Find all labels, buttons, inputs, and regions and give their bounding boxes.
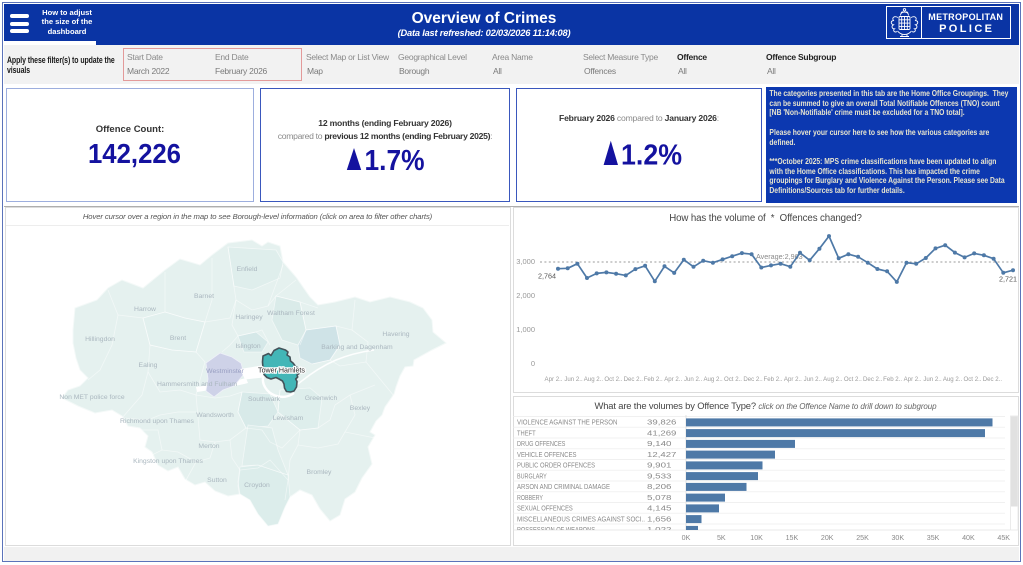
svg-text:Apr 2..: Apr 2.. [545,376,563,383]
svg-text:Merton: Merton [198,443,219,450]
svg-text:2,000: 2,000 [516,291,535,300]
svg-text:Feb 2..: Feb 2.. [764,376,783,383]
svg-text:20K: 20K [821,534,834,542]
svg-text:PUBLIC ORDER OFFENCES: PUBLIC ORDER OFFENCES [517,461,595,470]
svg-text:1,000: 1,000 [516,325,535,334]
svg-text:39,826: 39,826 [647,418,676,427]
svg-text:9,533: 9,533 [647,471,672,480]
svg-text:Harrow: Harrow [134,306,156,313]
svg-text:Feb 2..: Feb 2.. [644,376,663,383]
svg-text:Average:2,963: Average:2,963 [756,252,803,261]
svg-text:Apr 2..: Apr 2.. [664,376,682,383]
svg-text:Islington: Islington [235,343,261,350]
svg-text:Oct 2..: Oct 2.. [844,376,862,383]
svg-text:Westminster: Westminster [206,368,244,375]
svg-text:DRUG OFFENCES: DRUG OFFENCES [517,439,565,448]
svg-text:Barnet: Barnet [194,293,214,300]
svg-text:Barking and Dagenham: Barking and Dagenham [321,344,393,351]
svg-text:Waltham Forest: Waltham Forest [267,310,315,317]
svg-text:Jun 2..: Jun 2.. [684,376,703,383]
svg-text:1,022: 1,022 [647,525,672,534]
svg-text:12,427: 12,427 [647,450,676,459]
svg-text:Greenwich: Greenwich [305,395,338,402]
svg-text:POSSESSION OF WEAPONS: POSSESSION OF WEAPONS [517,525,595,534]
svg-text:Ealing: Ealing [139,362,158,369]
svg-text:4,145: 4,145 [647,504,672,513]
svg-text:Brent: Brent [170,335,186,342]
svg-text:40K: 40K [962,534,975,542]
svg-text:142,226: 142,226 [88,138,181,169]
svg-text:Tower Hamlets: Tower Hamlets [258,367,305,375]
svg-text:VEHICLE OFFENCES: VEHICLE OFFENCES [517,450,577,459]
svg-text:25K: 25K [856,534,869,542]
svg-text:Croydon: Croydon [244,482,270,489]
svg-text:Havering: Havering [382,331,409,338]
svg-text:Haringey: Haringey [235,314,263,321]
svg-text:3,000: 3,000 [516,257,535,266]
svg-text:Bromley: Bromley [307,469,333,476]
svg-text:Apr 2..: Apr 2.. [904,376,922,383]
svg-text:9,901: 9,901 [647,461,672,470]
svg-text:Aug 2..: Aug 2.. [703,376,723,383]
svg-text:Hillingdon: Hillingdon [85,336,115,343]
svg-text:Oct 2..: Oct 2.. [724,376,742,383]
svg-text:MISCELLANEOUS CRIMES AGAINST S: MISCELLANEOUS CRIMES AGAINST SOCI.. [517,514,645,523]
svg-text:Oct 2..: Oct 2.. [964,376,982,383]
svg-text:Non MET police force: Non MET police force [59,394,124,401]
svg-text:Feb 2..: Feb 2.. [883,376,902,383]
svg-text:5K: 5K [717,534,726,542]
svg-text:THEFT: THEFT [517,428,536,437]
svg-text:Oct 2..: Oct 2.. [604,376,622,383]
svg-text:9,140: 9,140 [647,439,672,448]
svg-text:SEXUAL OFFENCES: SEXUAL OFFENCES [517,504,573,513]
svg-text:Aug 2..: Aug 2.. [584,376,604,383]
svg-text:5,078: 5,078 [647,493,672,502]
svg-text:15K: 15K [786,534,799,542]
svg-text:ARSON AND CRIMINAL DAMAGE: ARSON AND CRIMINAL DAMAGE [517,482,610,491]
svg-text:Dec 2..: Dec 2.. [983,376,1003,383]
svg-text:1,656: 1,656 [647,514,672,523]
svg-text:10K: 10K [750,534,763,542]
svg-text:30K: 30K [891,534,904,542]
svg-text:Wandsworth: Wandsworth [196,412,234,419]
svg-text:Apr 2..: Apr 2.. [784,376,802,383]
svg-text:Lewisham: Lewisham [273,415,304,422]
svg-text:Southwark: Southwark [248,396,281,403]
svg-text:Aug 2..: Aug 2.. [823,376,843,383]
svg-text:VIOLENCE AGAINST THE PERSON: VIOLENCE AGAINST THE PERSON [517,418,617,427]
svg-text:BURGLARY: BURGLARY [517,471,547,480]
svg-text:Dec 2..: Dec 2.. [863,376,883,383]
svg-text:Jun 2..: Jun 2.. [923,376,942,383]
svg-text:Jun 2..: Jun 2.. [804,376,823,383]
svg-text:Aug 2..: Aug 2.. [943,376,963,383]
svg-text:Kingston upon Thames: Kingston upon Thames [133,458,203,465]
svg-text:2,721: 2,721 [999,275,1017,284]
svg-text:45K: 45K [997,534,1010,542]
svg-text:2,764: 2,764 [538,272,556,281]
svg-text:Enfield: Enfield [237,266,258,273]
svg-text:0: 0 [531,359,535,368]
svg-text:Bexley: Bexley [350,405,371,412]
svg-text:ROBBERY: ROBBERY [517,493,543,502]
svg-text:0K: 0K [682,534,691,542]
svg-text:35K: 35K [927,534,940,542]
svg-text:Dec 2..: Dec 2.. [743,376,763,383]
svg-text:Hammersmith and Fulham: Hammersmith and Fulham [157,381,237,388]
svg-text:Jun 2..: Jun 2.. [564,376,583,383]
svg-text:41,269: 41,269 [647,428,676,437]
svg-text:Dec 2..: Dec 2.. [624,376,644,383]
svg-text:1.2%: 1.2% [621,140,682,172]
svg-text:8,206: 8,206 [647,482,672,491]
svg-text:1.7%: 1.7% [365,145,425,177]
svg-text:Sutton: Sutton [207,477,227,484]
svg-text:Richmond upon Thames: Richmond upon Thames [120,418,195,425]
